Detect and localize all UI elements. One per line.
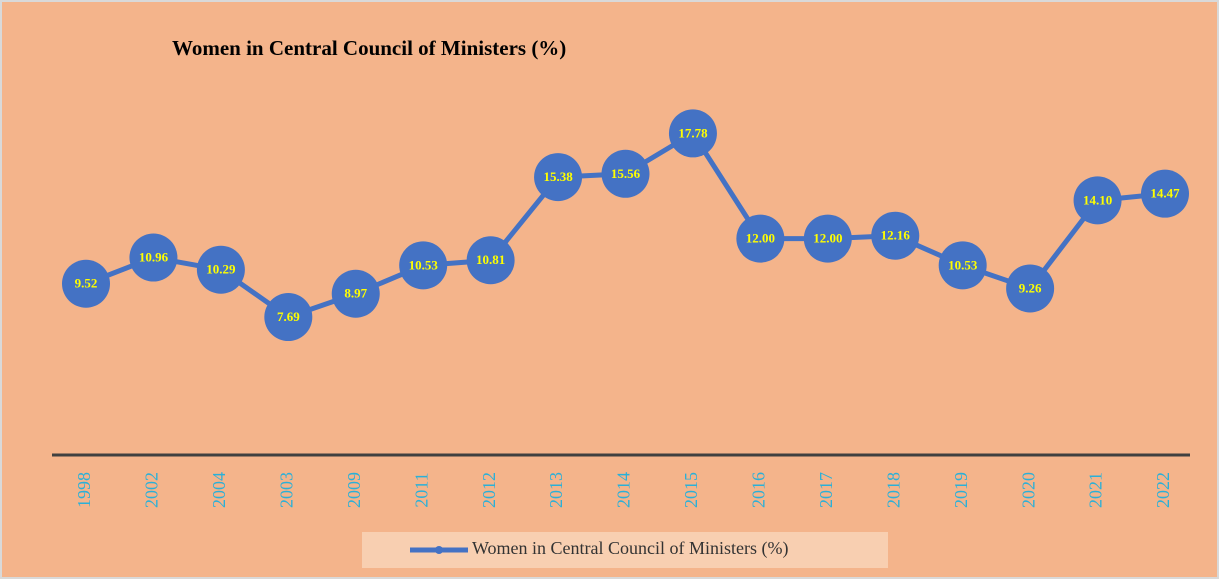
x-tick-label: 2011 [411,472,431,507]
data-point [129,233,178,282]
data-label: 14.10 [1083,192,1112,207]
x-tick-label: 2021 [1086,472,1106,508]
data-label: 10.53 [409,257,439,272]
legend-label: Women in Central Council of Ministers (%… [472,538,789,559]
data-label: 17.78 [678,125,708,140]
data-label: 15.56 [611,166,641,181]
data-label: 10.81 [476,252,505,267]
x-tick-label: 2013 [546,472,566,508]
data-label: 9.52 [75,276,98,291]
x-tick-label: 2003 [276,472,296,508]
x-tick-label: 2009 [344,472,364,508]
data-label: 12.00 [746,231,775,246]
x-tick-label: 2014 [614,472,634,508]
data-point [1141,169,1189,218]
data-label: 12.00 [813,231,842,246]
data-point [803,214,852,263]
data-label: 10.96 [139,250,169,265]
data-label: 10.29 [206,262,236,277]
data-point [601,149,650,198]
data-label: 7.69 [277,309,300,324]
x-tick-label: 2015 [681,472,701,508]
data-label: 14.47 [1150,186,1180,201]
chart-title: Women in Central Council of Ministers (%… [172,36,566,60]
x-tick-label: 2022 [1153,472,1173,508]
data-point [871,211,920,260]
data-point [1073,176,1122,225]
data-label: 10.53 [948,257,978,272]
data-point [331,269,380,318]
data-point [196,245,245,294]
x-tick-label: 2004 [209,472,229,508]
data-point [668,109,717,158]
x-tick-label: 2018 [883,472,903,508]
data-label: 12.16 [881,228,911,243]
data-point [399,241,448,290]
data-point [938,241,987,290]
legend-marker [435,546,443,554]
x-tick-label: 2002 [142,472,162,508]
x-tick-label: 2019 [951,472,971,508]
data-point [1006,264,1055,313]
data-point [736,214,785,263]
data-point [534,153,583,202]
x-tick-label: 2012 [479,472,499,508]
x-tick-label: 1998 [74,472,94,508]
data-point [264,293,313,342]
data-point [466,236,515,285]
data-label: 9.26 [1019,280,1042,295]
x-tick-label: 2017 [816,472,836,508]
data-label: 8.97 [344,286,367,301]
data-point [62,259,110,308]
data-label: 15.38 [543,169,573,184]
x-tick-label: 2016 [749,472,769,508]
x-tick-label: 2020 [1018,472,1038,508]
